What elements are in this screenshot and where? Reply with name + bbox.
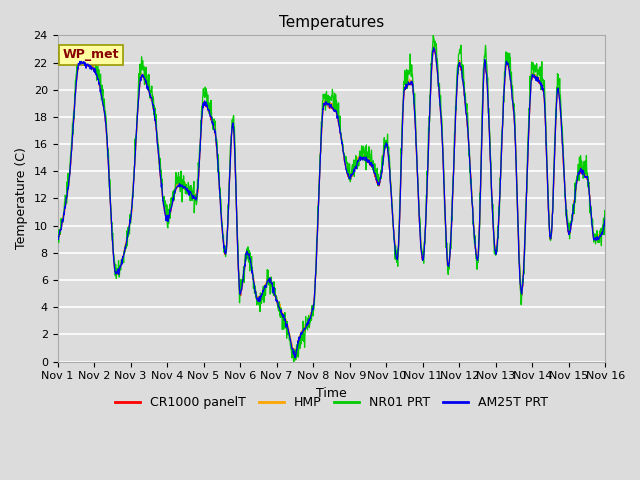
Text: WP_met: WP_met <box>63 48 120 61</box>
Legend: CR1000 panelT, HMP, NR01 PRT, AM25T PRT: CR1000 panelT, HMP, NR01 PRT, AM25T PRT <box>110 391 552 414</box>
X-axis label: Time: Time <box>316 387 347 400</box>
Title: Temperatures: Temperatures <box>279 15 384 30</box>
Y-axis label: Temperature (C): Temperature (C) <box>15 147 28 250</box>
